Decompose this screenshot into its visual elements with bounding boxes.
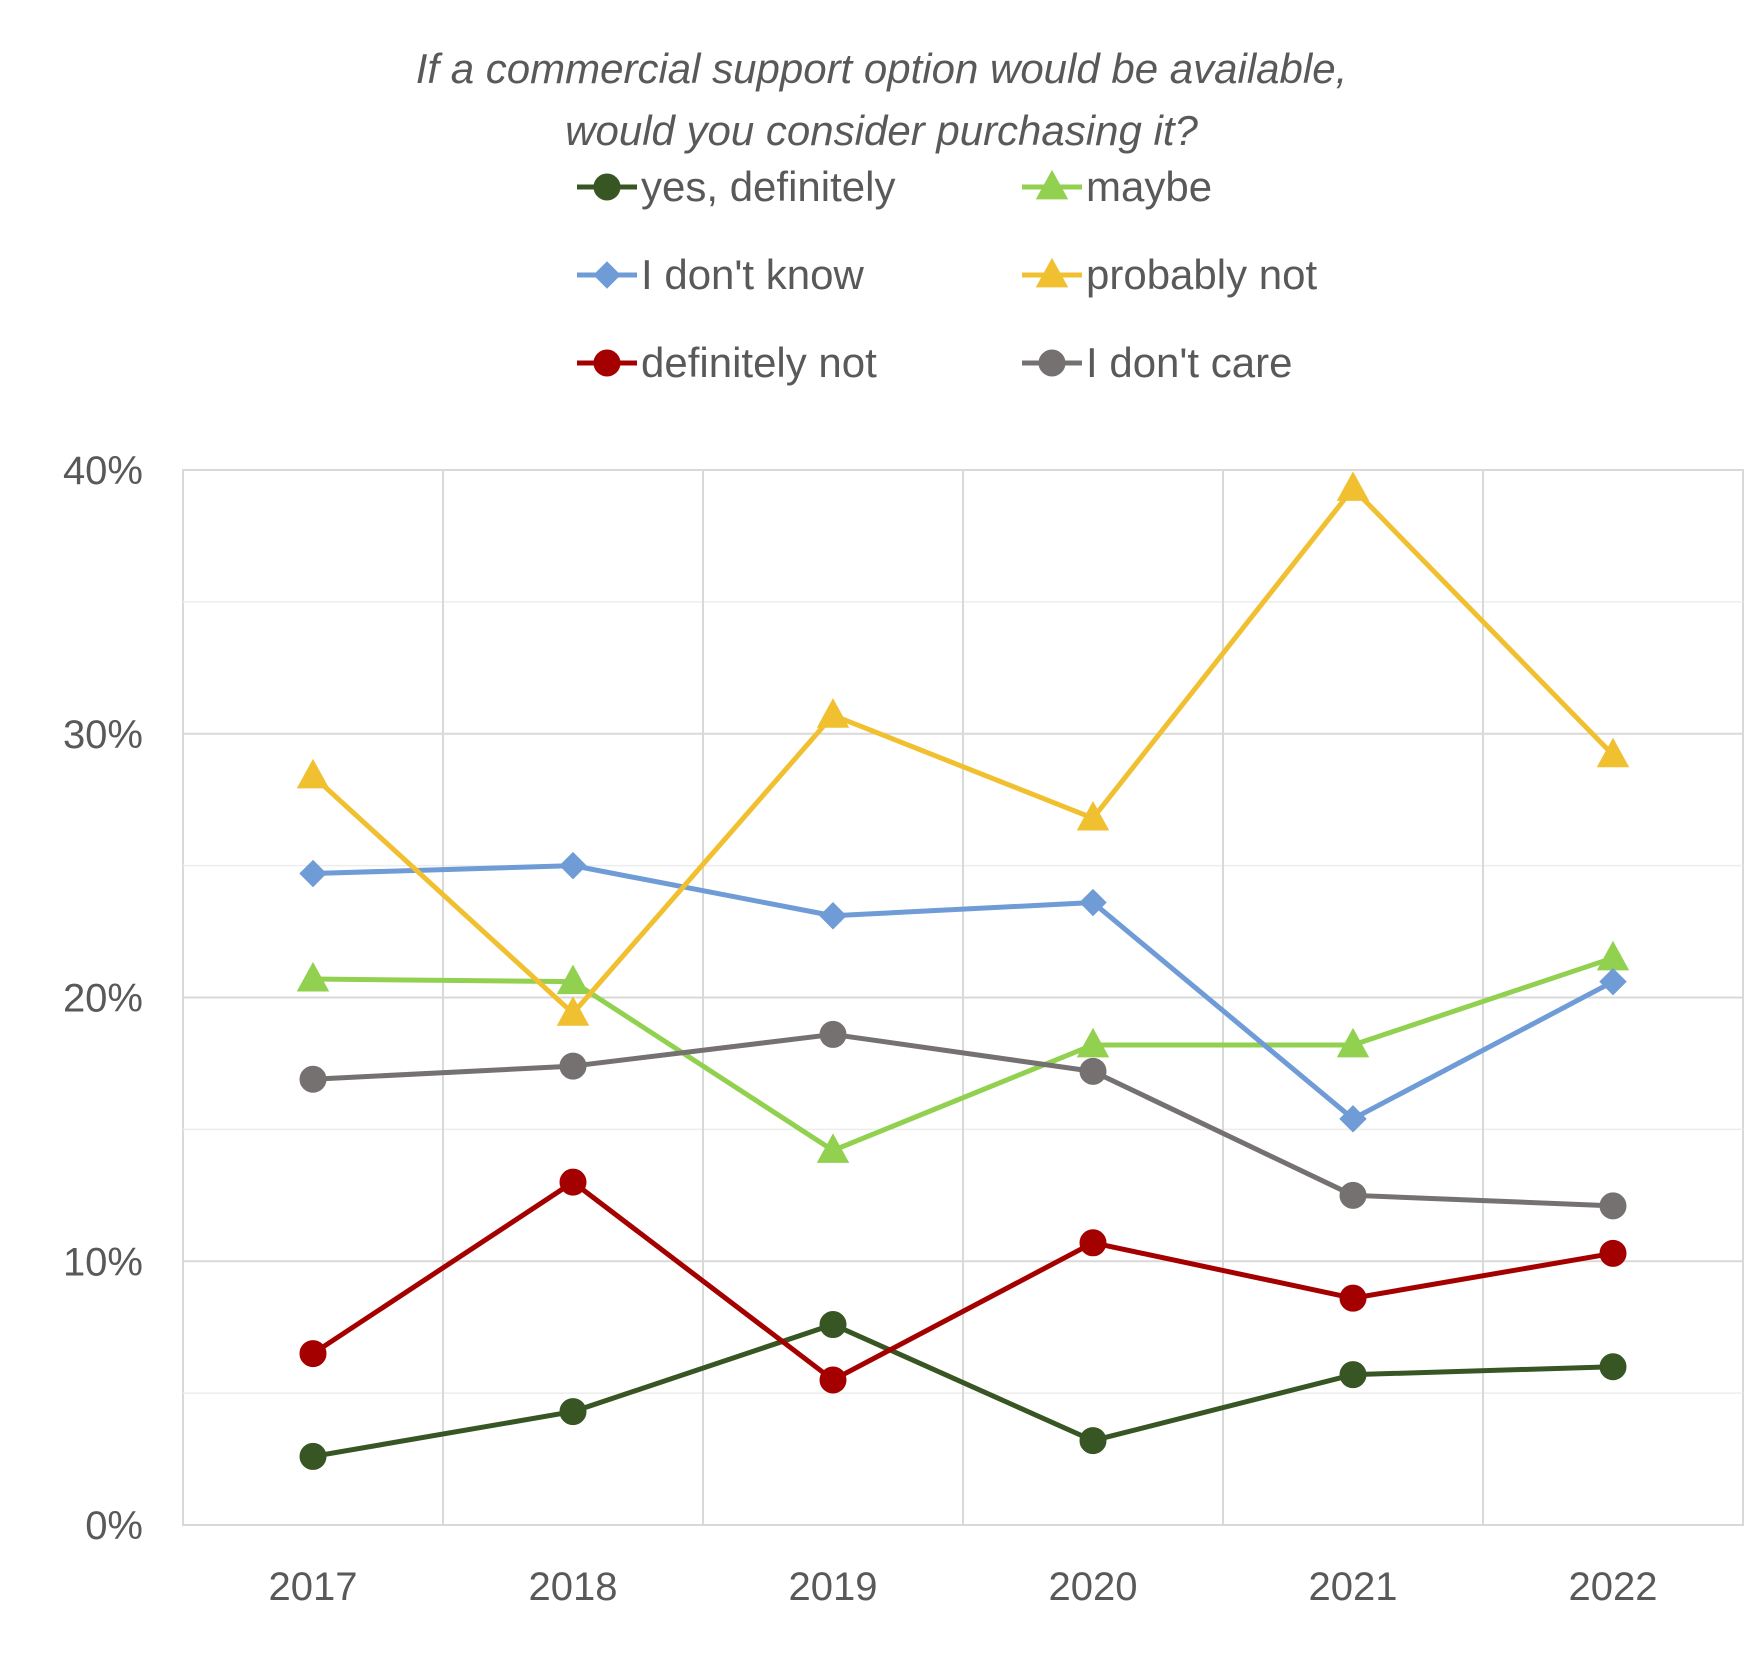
data-point-maybe [816, 1133, 850, 1163]
data-point-i-don-t-care [559, 1052, 587, 1080]
chart-title: If a commercial support option would be … [0, 38, 1763, 162]
series-i-don-t-care [299, 1020, 1627, 1220]
data-point-definitely-not [299, 1340, 327, 1368]
y-tick-label: 30% [63, 713, 143, 757]
legend-swatch-definitely-not [577, 349, 637, 377]
legend-label: I don't know [641, 251, 864, 298]
series-definitely-not [299, 1168, 1627, 1394]
chart-title-line-2: would you consider purchasing it? [565, 107, 1198, 154]
legend-swatch-i-don-t-know [577, 261, 637, 289]
data-point-probably-not [556, 996, 590, 1026]
legend-label: probably not [1086, 251, 1318, 298]
series-probably-not [296, 471, 1630, 1026]
data-point-yes-definitely [559, 1398, 587, 1426]
legend-marker [593, 261, 621, 289]
legend-marker [593, 173, 621, 201]
data-point-probably-not [1336, 471, 1370, 501]
legend-swatch-i-don-t-care [1022, 349, 1082, 377]
series-line-definitely-not [311, 1179, 1614, 1383]
x-tick-label: 2022 [1569, 1565, 1658, 1609]
data-point-definitely-not [1339, 1284, 1367, 1312]
series-line-i-don-t-care [312, 1031, 1614, 1209]
x-tick-label: 2017 [269, 1565, 358, 1609]
data-point-yes-definitely [1339, 1361, 1367, 1389]
data-point-yes-definitely [819, 1311, 847, 1339]
data-point-i-don-t-care [1599, 1192, 1627, 1220]
legend-label: yes, definitely [641, 163, 896, 210]
y-tick-label: 10% [63, 1240, 143, 1284]
legend-swatch-yes-definitely [577, 173, 637, 201]
data-point-yes-definitely [1079, 1427, 1107, 1455]
data-point-definitely-not [1079, 1229, 1107, 1257]
data-point-i-don-t-care [1079, 1057, 1107, 1085]
series-line-i-don-t-know [312, 863, 1615, 1122]
legend-marker [1035, 257, 1069, 288]
data-point-i-don-t-know [299, 859, 327, 888]
series-line-maybe [312, 955, 1614, 1153]
data-point-probably-not [1076, 801, 1110, 831]
data-point-i-don-t-know [819, 902, 847, 930]
data-point-maybe [556, 964, 590, 995]
x-tick-label: 2019 [789, 1565, 878, 1609]
series-maybe [296, 940, 1630, 1163]
data-point-i-don-t-know [1599, 967, 1627, 996]
x-tick-label: 2020 [1049, 1565, 1138, 1609]
legend-swatch-probably-not [1022, 257, 1082, 288]
data-point-i-don-t-know [1079, 888, 1107, 917]
data-point-probably-not [816, 698, 850, 728]
legend-swatch-maybe [1022, 169, 1082, 200]
legend-item-i-don-t-care: I don't care [1020, 333, 1292, 393]
chart-title-line-1: If a commercial support option would be … [415, 45, 1348, 92]
y-tick-label: 40% [63, 449, 143, 493]
data-point-maybe [296, 961, 330, 992]
series-line-probably-not [311, 485, 1615, 1016]
data-point-probably-not [1596, 737, 1630, 768]
series-yes-definitely [299, 1311, 1627, 1470]
data-point-yes-definitely [1599, 1353, 1627, 1381]
series-line-yes-definitely [312, 1322, 1614, 1459]
legend-label: I don't care [1086, 339, 1293, 386]
x-tick-label: 2018 [529, 1565, 618, 1609]
data-point-maybe [1596, 940, 1630, 971]
data-point-definitely-not [819, 1366, 847, 1394]
data-point-i-don-t-care [819, 1020, 847, 1048]
legend-marker [593, 349, 621, 377]
data-point-i-don-t-care [1339, 1181, 1367, 1209]
y-tick-label: 0% [85, 1504, 143, 1548]
data-point-probably-not [296, 758, 330, 789]
legend-item-yes-definitely: yes, definitely [575, 157, 895, 217]
data-point-yes-definitely [299, 1442, 327, 1470]
legend-item-probably-not: probably not [1020, 245, 1317, 305]
legend-item-maybe: maybe [1020, 157, 1212, 217]
legend-label: definitely not [641, 339, 877, 386]
legend-marker [1038, 349, 1066, 377]
data-point-maybe [1336, 1027, 1370, 1058]
x-tick-label: 2021 [1309, 1565, 1398, 1609]
legend-item-i-don-t-know: I don't know [575, 245, 864, 305]
legend-marker [1035, 169, 1069, 200]
legend-label: maybe [1086, 163, 1213, 210]
data-point-i-don-t-know [1339, 1105, 1367, 1133]
y-tick-label: 20% [63, 977, 143, 1021]
data-point-i-don-t-know [559, 851, 587, 880]
data-point-i-don-t-care [299, 1065, 327, 1093]
data-point-definitely-not [559, 1168, 587, 1196]
legend-item-definitely-not: definitely not [575, 333, 877, 393]
data-point-maybe [1076, 1027, 1110, 1058]
series-i-don-t-know [299, 851, 1627, 1133]
data-point-definitely-not [1599, 1239, 1627, 1267]
